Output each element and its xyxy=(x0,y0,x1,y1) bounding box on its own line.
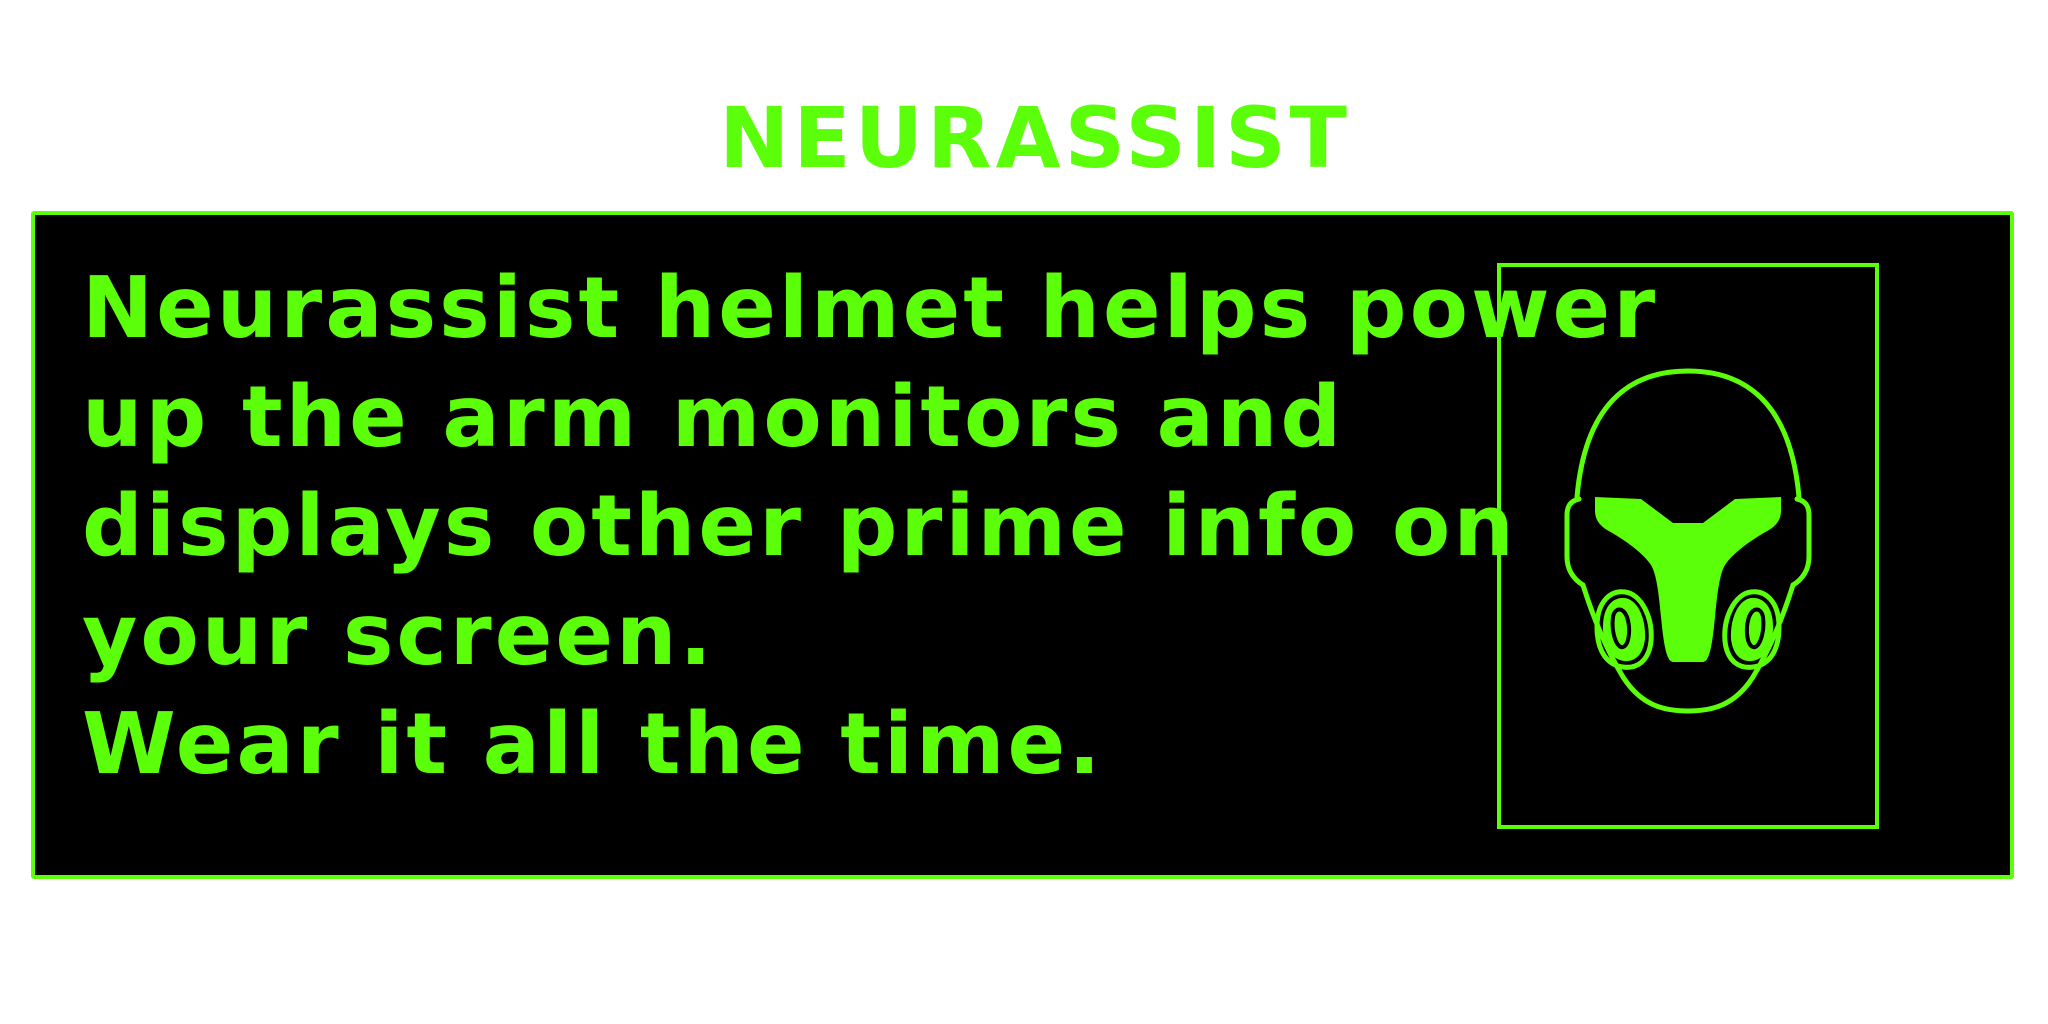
message-line: displays other prime info on xyxy=(82,477,1517,576)
helmet-image-frame xyxy=(1497,263,1879,829)
helmet-left-cheek xyxy=(1594,589,1654,670)
helmet-dome xyxy=(1574,368,1802,500)
message-line: Wear it all the time. xyxy=(82,695,1104,794)
helmet-icon xyxy=(1564,368,1812,714)
info-message: Neurassist helmet helps power up the arm… xyxy=(82,254,1659,799)
page-title: NEURASSIST xyxy=(719,89,1351,187)
helmet-left-earpiece xyxy=(1564,496,1586,588)
helmet-right-cheek-loop xyxy=(1744,607,1766,650)
helmet-right-cheek-fill xyxy=(1730,597,1773,662)
message-line: Neurassist helmet helps power xyxy=(82,259,1659,358)
message-line: your screen. xyxy=(82,586,715,685)
helmet-visor xyxy=(1595,497,1781,662)
message-line: up the arm monitors and xyxy=(82,368,1345,467)
helmet-right-earpiece xyxy=(1790,496,1812,588)
helmet-right-cheek xyxy=(1722,589,1782,670)
helmet-left-cheek-loop xyxy=(1610,607,1632,650)
helmet-left-cheek-fill xyxy=(1603,597,1646,662)
